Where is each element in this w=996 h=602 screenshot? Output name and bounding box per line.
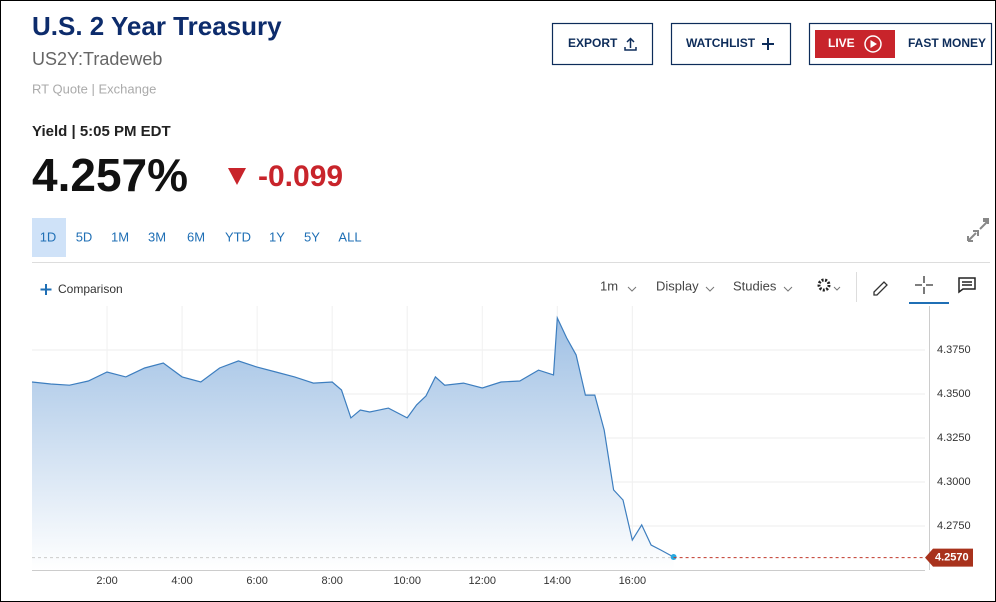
range-tab[interactable]: 1D [40,229,57,244]
fast-money-label: FAST MONEY [908,36,986,50]
interval-menu[interactable]: 1m [600,278,618,293]
quote-source: RT Quote | Exchange [32,81,156,96]
draw-icon[interactable] [873,281,888,296]
comparison-label: Comparison [58,282,123,296]
export-icon [624,37,637,51]
live-badge [815,30,895,58]
crosshair-active [909,302,949,304]
last-point [670,553,677,560]
play-icon [864,35,882,53]
export-button[interactable]: EXPORT [551,22,654,66]
range-tab[interactable]: 3M [148,229,166,244]
watchlist-button[interactable]: WATCHLIST [670,22,792,66]
area-fill [32,318,674,570]
comment-icon[interactable] [958,277,976,294]
play-triangle [870,40,877,48]
settings-icon[interactable] [817,278,831,292]
yield-time: Yield | 5:05 PM EDT [32,123,171,140]
x-tick-label: 6:00 [246,575,267,587]
display-menu[interactable]: Display [656,278,699,293]
range-tab[interactable]: 1Y [269,229,285,244]
range-tab[interactable]: 1M [111,229,129,244]
plus-icon [762,38,774,50]
chart: 4.2750 4.3000 4.3250 4.3500 4.3750 2:00 4:00 6:… [31,306,973,587]
x-tick-label: 2:00 [96,575,117,587]
y-tick-label: 4.3250 [937,432,971,444]
range-tab[interactable]: YTD [225,229,251,244]
x-tick-label: 4:00 [171,575,192,587]
chevron [705,286,715,292]
x-tick-label: 12:00 [468,575,496,587]
symbol: US2Y:Tradeweb [32,49,162,69]
y-tick-label: 4.3000 [937,476,971,488]
button-label: EXPORT [568,36,618,50]
title: U.S. 2 Year Treasury [32,11,282,41]
y-tick-label: 4.3500 [937,388,971,400]
y-tick-label: 4.2750 [937,520,971,532]
live-label: LIVE [828,36,855,50]
x-tick-label: 8:00 [321,575,342,587]
x-tick-label: 10:00 [393,575,421,587]
live-button[interactable]: LIVE FAST MONEY [808,22,993,66]
crosshair-icon[interactable] [915,276,933,294]
down-arrow [228,168,246,185]
chevron [833,286,841,291]
current-tag [925,548,973,567]
range-tabs: 1D 5D 1M 3M 6M YTD 1Y 5Y ALL [40,229,362,244]
active-tab [32,218,66,257]
y-tick-label: 4.3750 [937,344,971,356]
price: 4.257% [32,149,188,201]
button-label: WATCHLIST [686,36,756,50]
studies-menu[interactable]: Studies [733,278,777,293]
range-tab[interactable]: ALL [338,229,361,244]
plus-icon [40,284,52,295]
expand-icon[interactable] [967,218,989,242]
button-box [551,22,654,66]
comparison-button[interactable]: Comparison [40,282,123,296]
range-tab[interactable]: 5D [76,229,93,244]
chevron [783,286,793,292]
x-tick-label: 16:00 [619,575,647,587]
change: -0.099 [258,160,343,193]
chevron [627,286,637,292]
current-label: 4.2570 [935,552,969,564]
range-tab[interactable]: 5Y [304,229,320,244]
x-tick-label: 14:00 [544,575,572,587]
range-tab[interactable]: 6M [187,229,205,244]
yield-line [31,315,674,558]
